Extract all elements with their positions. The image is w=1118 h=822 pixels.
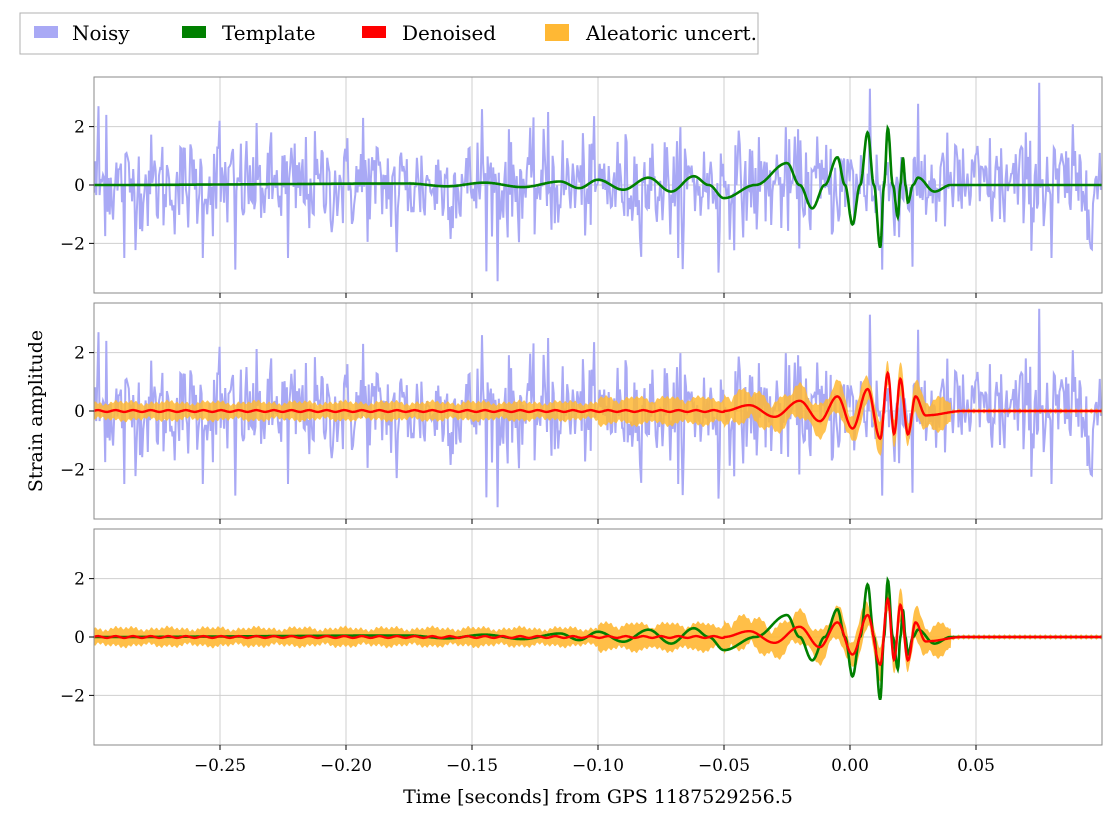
y-tick-label: 2 xyxy=(74,344,85,364)
y-tick-label: −2 xyxy=(60,686,85,706)
legend-label-denoised: Denoised xyxy=(402,21,496,45)
x-tick-label: −0.10 xyxy=(572,756,624,776)
y-tick-label: 0 xyxy=(74,402,85,422)
panel-middle: −2 0 2 xyxy=(60,302,1103,524)
y-tick-label: 2 xyxy=(74,118,85,138)
y-tick-label: 0 xyxy=(74,176,85,196)
y-tick-label: 2 xyxy=(74,570,85,590)
legend-swatch-aleatoric xyxy=(545,24,569,41)
legend-entry-denoised: Denoised xyxy=(362,21,496,45)
legend-label-template: Template xyxy=(222,21,316,45)
y-ticks-middle: −2 0 2 xyxy=(60,344,94,480)
uncert-band-middle xyxy=(94,360,1102,456)
denoised-series-bottom xyxy=(94,596,1102,667)
y-tick-label: −2 xyxy=(60,460,85,480)
y-axis-label: Strain amplitude xyxy=(25,330,47,492)
x-tick-label: −0.15 xyxy=(446,756,498,776)
x-tick-label: −0.05 xyxy=(698,756,750,776)
y-tick-label: 0 xyxy=(74,628,85,648)
x-tick-label: −0.25 xyxy=(194,756,246,776)
legend-entry-template: Template xyxy=(182,21,316,45)
panel-top: −2 0 2 xyxy=(60,76,1103,298)
y-ticks-bottom: −2 0 2 xyxy=(60,570,94,706)
x-ticks-top xyxy=(219,293,977,298)
y-tick-label: −2 xyxy=(60,234,85,254)
legend-label-aleatoric: Aleatoric uncert. xyxy=(585,21,757,45)
x-axis-label: Time [seconds] from GPS 1187529256.5 xyxy=(403,786,793,808)
legend-swatch-denoised xyxy=(362,26,386,38)
denoised-series-middle xyxy=(94,370,1102,441)
panel-bottom: −2 0 2 −0.25 −0.20 −0.15 −0.10 −0.05 0.00 0.05 xyxy=(60,528,1103,776)
legend-entry-noisy: Noisy xyxy=(34,21,130,45)
y-ticks-top: −2 0 2 xyxy=(60,118,94,254)
legend-swatch-noisy xyxy=(34,26,58,38)
x-ticks-bottom: −0.25 −0.20 −0.15 −0.10 −0.05 0.00 0.05 xyxy=(194,745,995,776)
x-tick-label: 0.00 xyxy=(831,756,869,776)
legend-frame xyxy=(19,12,759,55)
x-tick-label: 0.05 xyxy=(957,756,995,776)
x-tick-label: −0.20 xyxy=(320,756,372,776)
legend-label-noisy: Noisy xyxy=(72,21,130,45)
template-series-top xyxy=(94,124,1102,249)
noisy-series-top xyxy=(94,82,1102,282)
legend-swatch-template xyxy=(182,26,206,38)
legend-entry-aleatoric: Aleatoric uncert. xyxy=(545,21,757,45)
legend: Noisy Template Denoised Aleatoric uncert… xyxy=(19,12,759,55)
x-ticks-middle xyxy=(219,519,977,524)
